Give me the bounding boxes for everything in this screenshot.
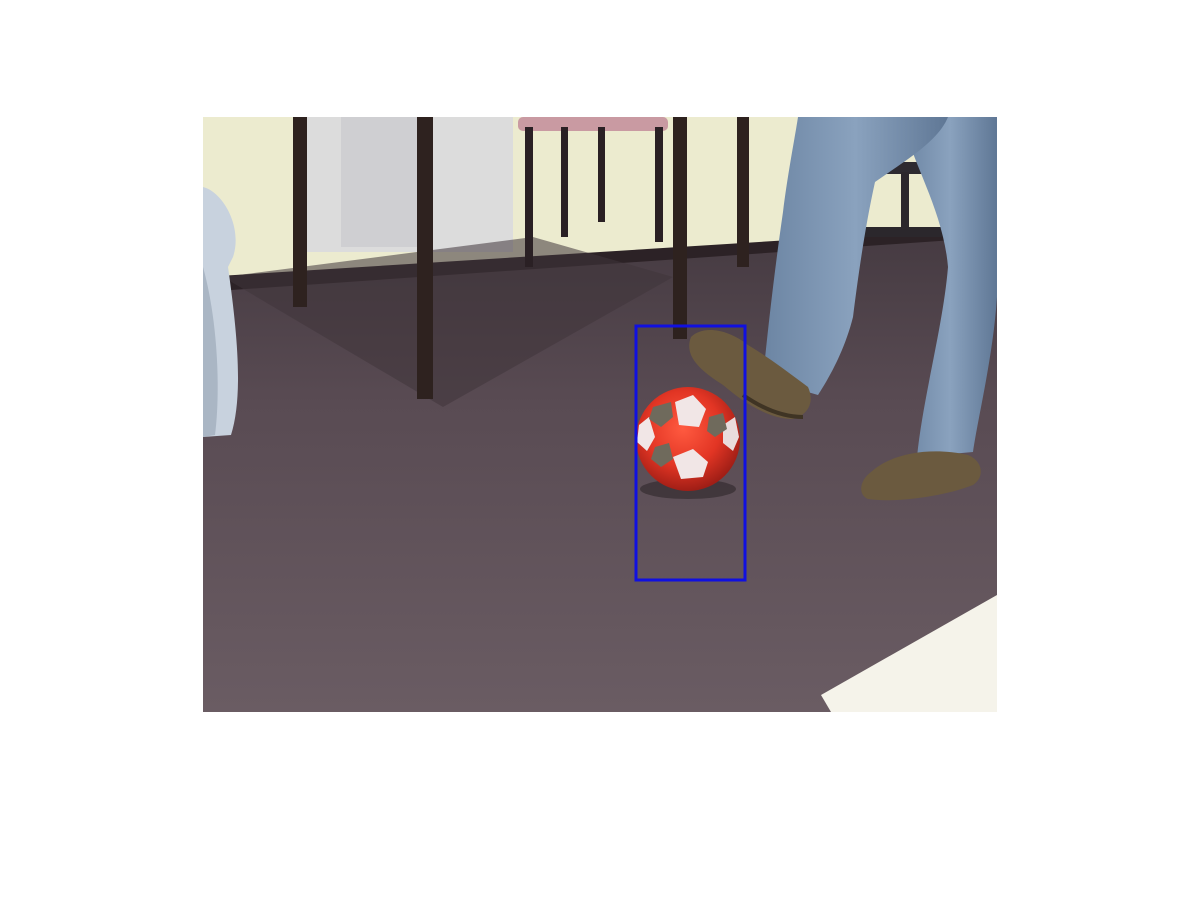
cabinet-panel	[341, 117, 421, 247]
chair-leg-2	[561, 127, 568, 237]
chair-leg-1	[525, 127, 533, 267]
ball-patch-white-1	[675, 395, 706, 427]
desk-leg-right	[673, 117, 687, 339]
ball-patch-gray-3	[651, 443, 673, 467]
chair-leg-3	[598, 127, 605, 222]
shoe-kicking-sole	[741, 393, 804, 419]
ball-bounding-box	[634, 324, 747, 582]
chair-seat	[518, 117, 668, 131]
ball-patch-white-4	[723, 417, 739, 451]
ball-patch-white-2	[673, 449, 708, 479]
photo	[203, 117, 997, 712]
shoe-standing	[861, 451, 981, 501]
desk-leg-center	[417, 117, 433, 399]
desk-leg-left	[293, 117, 307, 307]
armchair-left-shadow	[203, 267, 218, 437]
paper-corner	[821, 595, 997, 712]
desk-leg-far	[737, 117, 749, 267]
office-chair-post	[901, 172, 909, 232]
jeans-right-leg	[903, 117, 997, 457]
ball-patch-gray-2	[707, 413, 727, 437]
ball-patch-gray-1	[649, 402, 673, 427]
ball-patch-white-3	[637, 417, 655, 451]
chair-leg-4	[655, 127, 663, 242]
shoe-kicking	[689, 330, 811, 419]
photo-scene	[203, 117, 997, 712]
desk-shadow	[223, 237, 673, 407]
jeans-left-leg	[763, 117, 948, 395]
